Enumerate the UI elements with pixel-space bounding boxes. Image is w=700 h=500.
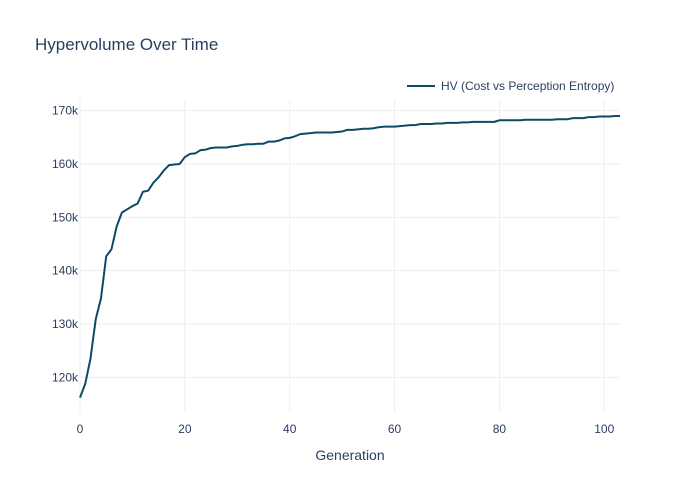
- x-tick-label: 80: [493, 422, 507, 436]
- x-tick-label: 0: [77, 422, 84, 436]
- x-tick-label: 40: [283, 422, 297, 436]
- x-axis-ticks: 0 20 40 60 80 100: [77, 422, 615, 436]
- y-tick-label: 130k: [52, 317, 79, 331]
- chart-title: Hypervolume Over Time: [35, 35, 218, 54]
- x-tick-label: 100: [594, 422, 614, 436]
- y-axis-ticks: 120k 130k 140k 150k 160k 170k: [52, 104, 79, 385]
- y-tick-label: 140k: [52, 264, 79, 278]
- series-line-hv[interactable]: [79, 115, 620, 398]
- y-tick-label: 160k: [52, 157, 79, 171]
- legend[interactable]: HV (Cost vs Perception Entropy): [407, 79, 614, 93]
- y-tick-label: 150k: [52, 210, 79, 224]
- y-tick-label: 170k: [52, 104, 79, 118]
- grid-lines: [79, 100, 620, 412]
- y-tick-label: 120k: [52, 370, 79, 384]
- x-axis-label: Generation: [315, 447, 384, 463]
- series-layer: [79, 115, 620, 398]
- legend-label: HV (Cost vs Perception Entropy): [441, 79, 614, 93]
- x-tick-label: 60: [388, 422, 402, 436]
- x-tick-label: 20: [178, 422, 192, 436]
